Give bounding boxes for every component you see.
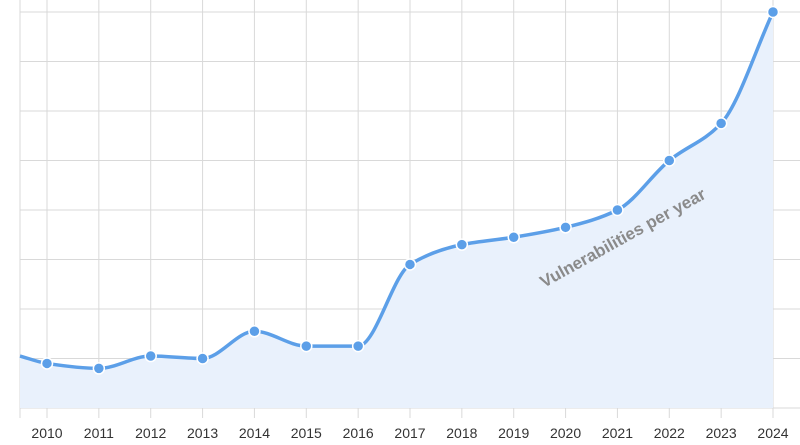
x-tick-label: 2017 <box>394 425 425 441</box>
data-point-2022 <box>663 154 676 167</box>
x-tick-label: 2011 <box>84 425 114 441</box>
data-point-2014 <box>248 325 261 338</box>
x-tick-label: 2016 <box>343 425 374 441</box>
x-tick-label: 2015 <box>291 425 322 441</box>
data-point-2013 <box>196 352 209 365</box>
area-fill <box>20 12 773 408</box>
x-tick-label: 2014 <box>239 425 270 441</box>
x-tick-label: 2024 <box>757 425 788 441</box>
data-point-2012 <box>144 349 157 363</box>
x-tick-label: 2021 <box>602 425 633 441</box>
x-tick-label: 2023 <box>706 425 737 441</box>
data-point-2019 <box>507 230 520 244</box>
data-point-2011 <box>92 362 106 375</box>
data-point-2018 <box>455 238 469 251</box>
data-point-2015 <box>300 339 313 353</box>
data-point-2016 <box>351 339 365 353</box>
x-tick-label: 2020 <box>550 425 581 441</box>
data-point-2024 <box>766 5 780 19</box>
x-tick-label: 2018 <box>446 425 477 441</box>
data-point-2010 <box>40 357 54 370</box>
x-tick-label: 2019 <box>498 425 529 441</box>
data-points <box>40 5 780 375</box>
data-point-2020 <box>559 221 572 234</box>
data-point-2017 <box>403 258 417 271</box>
x-tick-label: 2012 <box>135 425 166 441</box>
x-tick-label: 2010 <box>31 425 62 441</box>
x-tick-label: 2022 <box>654 425 685 441</box>
x-axis-tick-labels: 2010 2011 2012 2013 2014 2015 2016 2017 2018 2019… <box>31 425 788 441</box>
data-point-2021 <box>611 203 624 217</box>
x-tick-label: 2013 <box>187 425 218 441</box>
data-point-2023 <box>714 117 728 130</box>
